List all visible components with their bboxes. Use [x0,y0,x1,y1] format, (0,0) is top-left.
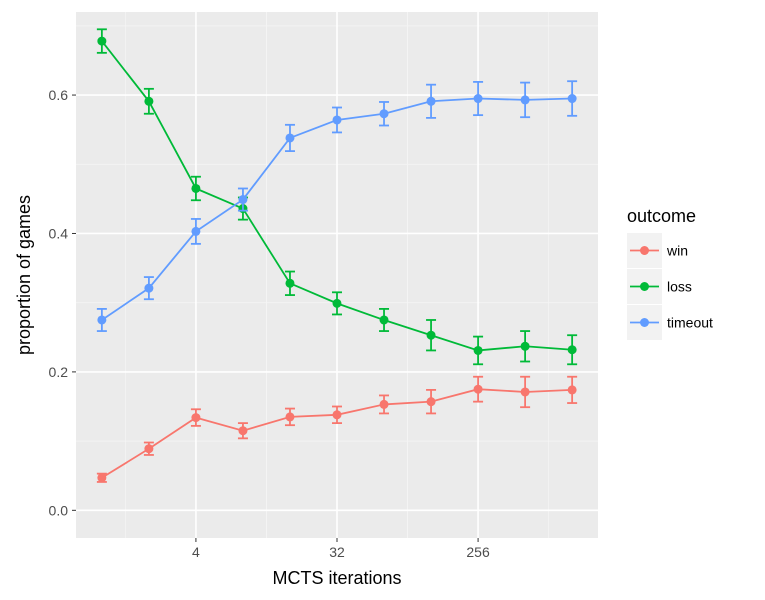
data-point [473,345,483,355]
data-point [520,341,530,351]
data-point [332,298,342,308]
data-point [473,384,483,394]
data-point [520,95,530,105]
data-point [567,94,577,104]
y-axis: 0.0 0.2 0.4 0.6 [49,87,76,518]
data-point [520,387,530,397]
data-point [426,397,436,407]
data-point [191,413,201,423]
legend-key-point [640,246,649,255]
data-point [238,426,248,436]
data-point [332,410,342,420]
legend-label: loss [667,279,692,295]
data-point [97,36,107,46]
y-tick-label: 0.6 [49,87,69,103]
x-tick-label: 256 [466,544,490,560]
data-point [379,399,389,409]
series-timeout [96,80,578,332]
y-tick-label: 0.0 [49,502,69,518]
data-point [238,195,248,205]
y-axis-title: proportion of games [14,195,34,355]
data-point [191,226,201,236]
y-tick-label: 0.2 [49,364,69,380]
x-tick-label: 32 [329,544,345,560]
legend-key-point [640,282,649,291]
data-point [285,133,295,143]
series-layer [96,28,578,483]
data-point [97,473,107,483]
data-point [379,109,389,119]
legend-key-point [640,318,649,327]
data-point [144,96,154,106]
data-point [144,444,154,454]
major-gridlines [76,12,598,538]
data-point [473,94,483,104]
x-axis: 4 32 256 [192,538,490,560]
legend: outcome win loss timeout [627,206,713,340]
data-point [567,345,577,355]
legend-item-win: win [627,233,688,268]
legend-item-timeout: timeout [627,305,713,340]
legend-title: outcome [627,206,696,226]
data-point [285,412,295,422]
series-loss [96,28,578,366]
data-point [426,96,436,106]
x-axis-title: MCTS iterations [272,568,401,588]
data-point [144,283,154,293]
legend-item-loss: loss [627,269,692,304]
data-point [332,115,342,125]
legend-label: timeout [667,315,713,331]
data-point [285,278,295,288]
data-point [191,183,201,193]
y-tick-label: 0.4 [49,225,69,241]
data-point [426,330,436,340]
data-point [379,315,389,325]
legend-label: win [666,243,688,259]
x-tick-label: 4 [192,544,200,560]
series-win [96,375,578,483]
data-point [97,315,107,325]
data-point [567,385,577,395]
